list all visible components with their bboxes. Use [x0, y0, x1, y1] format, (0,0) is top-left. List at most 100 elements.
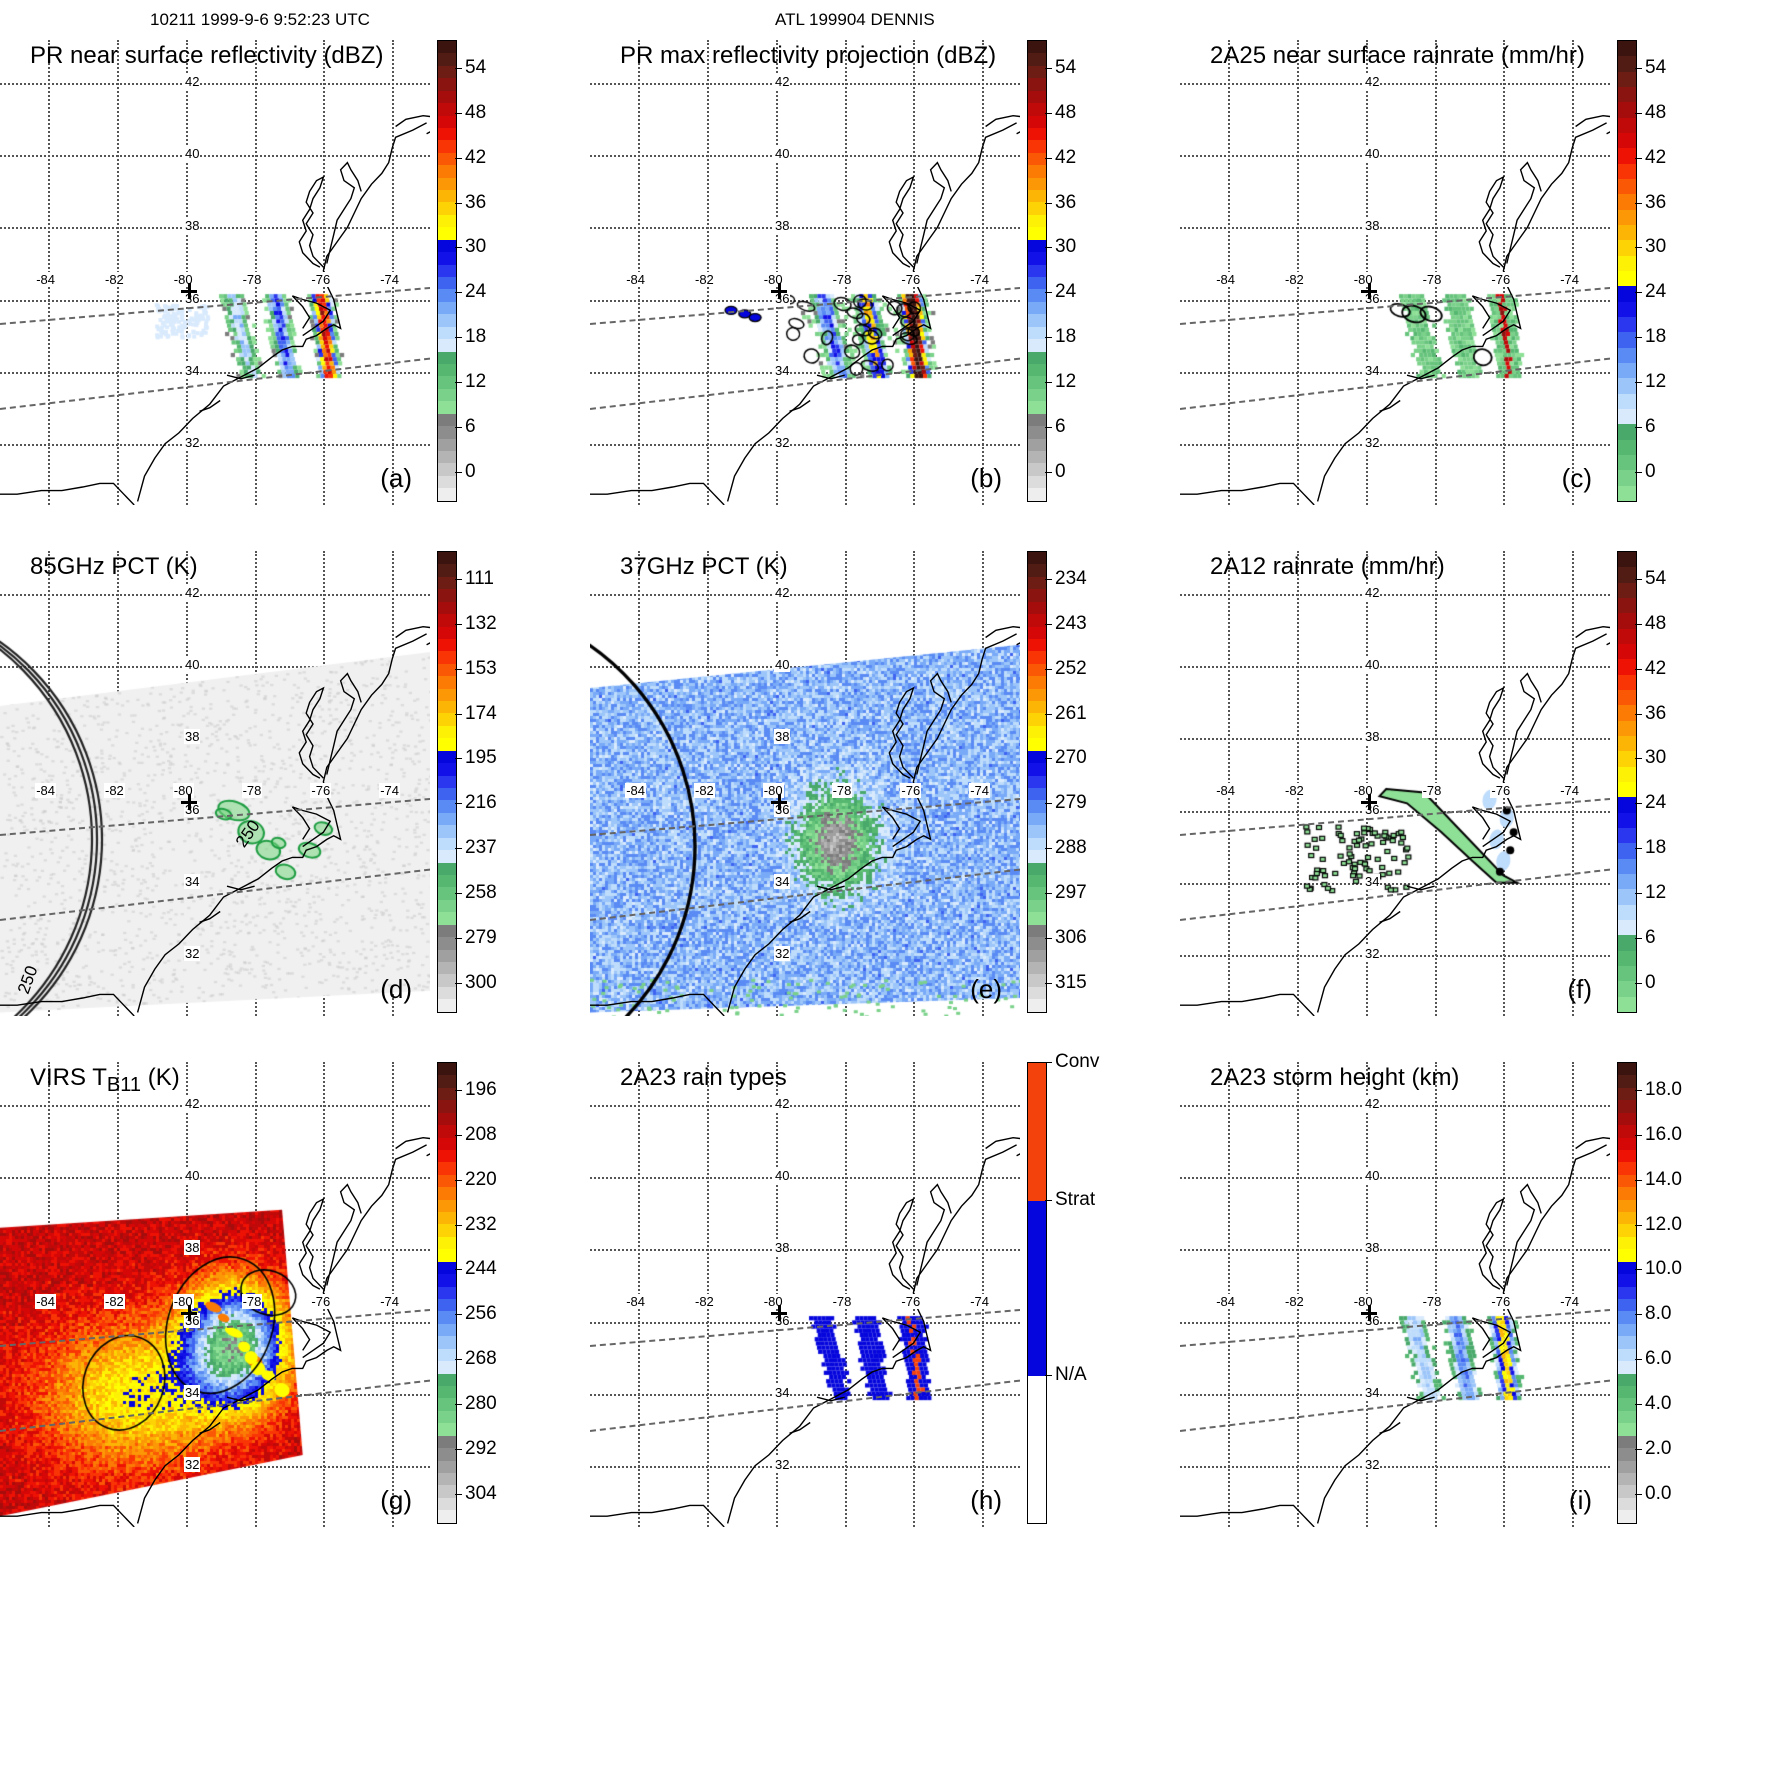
- colorbar-tick-label: 18: [465, 326, 487, 347]
- raintype-colorbar[interactable]: [1027, 1062, 1047, 1524]
- lat-tick-label: 38: [1364, 1240, 1381, 1256]
- colorbar-segment: [438, 1174, 456, 1188]
- pct37-colorbar[interactable]: [1027, 551, 1047, 1013]
- colorbar-segment: [1028, 638, 1046, 652]
- colorbar-segment: [438, 165, 456, 178]
- colorbar-tick-label: 42: [1645, 657, 1667, 679]
- colorbar-labels: 54 48 42 36 30 24 18 12 6 0: [1635, 551, 1715, 1011]
- rainrate-colorbar[interactable]: [1617, 40, 1637, 502]
- colorbar-segment: [1618, 628, 1636, 644]
- colorbar-segment: [1028, 552, 1046, 565]
- colorbar-tick: [455, 668, 462, 670]
- panel-label-b: (b): [970, 463, 1002, 493]
- map-c[interactable]: -84 -82 -80 -78 -76 -74 42 40 38 36 34 32: [1180, 40, 1610, 505]
- colorbar-tick: [455, 471, 462, 473]
- lat-tick-label: 42: [774, 585, 791, 601]
- colorbar-segment: [438, 825, 456, 838]
- colorbar-segment: [438, 614, 456, 627]
- colorbar-segment: [1618, 766, 1636, 782]
- rainrate-colorbar[interactable]: [1617, 551, 1637, 1013]
- colorbar-tick-label: 268: [465, 1348, 497, 1369]
- map-a[interactable]: -84 -82 -80 -78 -76 -74 42 40 38 36 34 32: [0, 40, 430, 505]
- colorbar-labels: 54 48 42 36 30 24 18 12 6 0: [455, 40, 535, 500]
- colorbar-segment: [1618, 812, 1636, 828]
- colorbar-segment: [1618, 781, 1636, 798]
- colorbar-tick-label: 42: [1055, 146, 1077, 168]
- lat-tick-label: 40: [1364, 1168, 1381, 1184]
- colorbar-tick: [455, 247, 462, 249]
- colorbar-tick: [1635, 1403, 1642, 1405]
- colorbar-segment: [438, 999, 456, 1012]
- colorbar-segment: [438, 1361, 456, 1374]
- map-d[interactable]: -84 -82 -80 -78 -76 -74 42 40 38 36 34 32 250 250: [0, 551, 430, 1016]
- colorbar-segment: [438, 775, 456, 789]
- colorbar-tick-label: 216: [465, 792, 497, 814]
- pct85-colorbar[interactable]: [437, 551, 457, 1013]
- map-g[interactable]: -84 -82 -80 -78 -76 -74 42 40 38 36 34 32: [0, 1062, 430, 1527]
- colorbar-segment: [1028, 676, 1046, 689]
- lat-tick-label: 40: [774, 657, 791, 673]
- colorbar-segment: [1028, 999, 1046, 1012]
- lat-tick-label: 34: [774, 873, 791, 889]
- panel-title-c: 2A25 near surface rainrate (mm/hr): [1210, 42, 1585, 69]
- colorbar-segment: [438, 800, 456, 813]
- colorbar-segment: [1028, 825, 1046, 838]
- colorbar-tick-label: 36: [465, 191, 487, 213]
- colorbar-tick-label: 54: [465, 56, 487, 78]
- panel-title-i: 2A23 storm height (km): [1210, 1064, 1460, 1091]
- colorbar-segment: [1028, 339, 1046, 352]
- colorbar-segment: [438, 1286, 456, 1300]
- colorbar-segment: [438, 651, 456, 664]
- lat-tick-label: 40: [184, 146, 201, 162]
- colorbar-segment: [1618, 454, 1636, 471]
- colorbar-tick: [455, 1224, 462, 1226]
- lon-tick-label: -82: [104, 1293, 125, 1309]
- colorbar-segment: [438, 1472, 456, 1486]
- colorbar-segment: [1618, 347, 1636, 363]
- colorbar-tick: [455, 337, 462, 338]
- colorbar-tick: [1635, 292, 1642, 294]
- lon-tick-label: -74: [379, 1293, 400, 1309]
- colorbar-segment: [438, 850, 456, 863]
- colorbar-segment: [1618, 424, 1636, 440]
- lon-tick-label: -82: [1284, 271, 1305, 287]
- colorbar-tick-label: 12: [1645, 881, 1667, 903]
- colorbar-segment: [1028, 301, 1046, 315]
- panel-title-e: 37GHz PCT (K): [620, 553, 788, 580]
- colorbar-segment: [1618, 613, 1636, 629]
- lat-tick-label: 40: [774, 1168, 791, 1184]
- colorbar-tick-label: 306: [1055, 926, 1087, 948]
- colorbar-tick: [1045, 292, 1052, 294]
- colorbar-tick: [1635, 1089, 1642, 1091]
- colorbar-tick-label: 220: [465, 1168, 497, 1190]
- colorbar-tick-label: 18: [1645, 326, 1667, 347]
- colorbar-segment: [1028, 140, 1046, 153]
- colorbar-tick-label: 12: [1055, 370, 1077, 392]
- map-i[interactable]: -84 -82 -80 -78 -76 -74 42 40 38 36 34 32: [1180, 1062, 1610, 1527]
- reflectivity-colorbar[interactable]: [437, 40, 457, 502]
- colorbar-tick: [1045, 202, 1052, 204]
- lat-tick-label: 40: [184, 1168, 201, 1184]
- colorbar-segment: [1028, 601, 1046, 615]
- map-f[interactable]: -84 -82 -80 -78 -76 -74 42 40 38 36 34 32: [1180, 551, 1610, 1016]
- virs-tb11-colorbar[interactable]: [437, 1062, 457, 1524]
- colorbar-tick: [1045, 668, 1052, 670]
- colorbar-segment: [438, 738, 456, 751]
- map-b[interactable]: -84 -82 -80 -78 -76 -74 42 40 38 36 34 32: [590, 40, 1020, 505]
- colorbar-segment: [1028, 576, 1046, 590]
- colorbar-segment: [438, 887, 456, 900]
- colorbar-segment: [1618, 194, 1636, 210]
- colorbar-tick-label: 279: [1055, 792, 1087, 814]
- lon-tick-label: -76: [1490, 271, 1512, 287]
- stormheight-colorbar[interactable]: [1617, 1062, 1637, 1524]
- colorbar-segment: [438, 874, 456, 888]
- colorbar-segment: [1618, 1224, 1636, 1237]
- map-e[interactable]: -84 -82 -80 -78 -76 -74 42 40 38 36 34 32: [590, 551, 1020, 1016]
- reflectivity-colorbar[interactable]: [1027, 40, 1047, 502]
- colorbar-segment: [1028, 812, 1046, 826]
- panel-f: -84 -82 -80 -78 -76 -74 42 40 38 36 34 32 2A12 rainr…: [1180, 523, 1670, 1023]
- lon-tick-label: -78: [241, 271, 263, 287]
- map-h[interactable]: -84 -82 -80 -78 -76 -74 42 40 38 36 34 32: [590, 1062, 1020, 1527]
- colorbar-tick: [1635, 1314, 1642, 1316]
